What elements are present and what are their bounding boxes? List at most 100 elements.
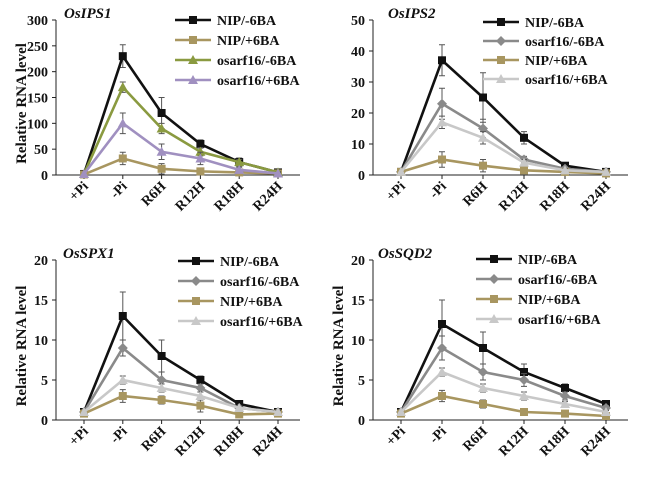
data-point <box>79 407 89 416</box>
legend-label: osarf16/-6BA <box>518 273 598 288</box>
data-point <box>117 118 128 128</box>
data-point <box>156 146 167 156</box>
y-tick-label: 0 <box>358 414 365 429</box>
series-nip-6ba <box>397 151 610 178</box>
data-point <box>117 82 128 92</box>
data-point <box>519 391 529 400</box>
data-point <box>479 93 487 102</box>
x-tick-label: R6H <box>460 179 490 209</box>
x-tick-label: R24H <box>250 179 285 214</box>
y-tick-label: 300 <box>27 14 48 29</box>
data-point <box>273 168 283 178</box>
legend: NIP/-6BA osarf16/-6BA NIP/+6BA osarf16/+6BA <box>178 255 304 330</box>
x-tick-label: +Pi <box>384 424 409 449</box>
legend-label: NIP/-6BA <box>525 16 585 31</box>
data-point <box>118 52 127 61</box>
data-point <box>437 117 447 127</box>
data-point <box>196 401 205 410</box>
x-tick-label: R24H <box>250 424 285 459</box>
data-point <box>157 164 166 173</box>
panel-title: OsIPS2 <box>388 6 436 22</box>
data-point <box>520 133 528 142</box>
y-tick-label: 50 <box>34 143 48 158</box>
legend-swatch-marker <box>497 56 505 64</box>
legend-label: osarf16/+6BA <box>518 313 602 328</box>
y-tick-label: 15 <box>34 294 48 309</box>
y-tick-label: 50 <box>351 14 365 29</box>
series-osarf16-6ba <box>79 112 283 178</box>
legend-label: NIP/-6BA <box>217 14 277 29</box>
x-tick-label: R18H <box>212 424 247 459</box>
y-tick-label: 10 <box>34 334 48 349</box>
legend-swatch-marker <box>192 297 200 305</box>
legend-label: NIP/+6BA <box>220 295 283 310</box>
series-osarf16-6ba <box>396 367 611 416</box>
x-tick-label: -Pi <box>427 179 450 202</box>
panel-osips2: 0 10 20 30 40 50 +Pi -Pi R6H R12H R18H R24H OsIPS2 NI… <box>351 6 628 215</box>
series-line <box>399 58 607 174</box>
data-point <box>117 375 128 384</box>
panel-osips1: 0 50 100 150 200 250 300 +Pi -Pi R6H R12H R18H R24H R… <box>14 6 301 215</box>
legend-swatch-marker <box>191 276 201 286</box>
legend-label: NIP/+6BA <box>525 54 588 69</box>
x-tick-label: R12H <box>496 424 531 459</box>
y-tick-label: 250 <box>27 40 48 55</box>
panel-title: OsSPX1 <box>63 246 115 262</box>
legend-swatch-marker <box>489 274 499 284</box>
data-point <box>79 168 89 178</box>
x-tick-label: R18H <box>537 179 572 214</box>
legend-label: NIP/+6BA <box>217 34 280 49</box>
y-tick-label: 20 <box>351 107 365 122</box>
legend-label: NIP/-6BA <box>220 255 280 270</box>
y-tick-label: 20 <box>34 254 48 269</box>
x-tick-label: -Pi <box>108 424 131 447</box>
data-point <box>196 167 205 176</box>
series-line <box>83 157 279 176</box>
y-tick-label: 10 <box>351 138 365 153</box>
data-point <box>479 344 487 352</box>
legend-swatch-marker <box>189 16 197 24</box>
x-tick-label: R24H <box>578 179 613 214</box>
data-point <box>479 400 487 408</box>
legend-label: osarf16/-6BA <box>525 35 605 50</box>
series-nip-6ba <box>80 389 282 419</box>
series-nip-6ba <box>397 389 610 420</box>
data-point <box>438 56 446 65</box>
y-axis-title: Relative RNA level <box>14 286 30 407</box>
data-point <box>478 367 488 377</box>
legend-swatch-marker <box>188 75 198 84</box>
data-point <box>156 375 167 385</box>
data-point <box>437 98 447 109</box>
y-tick-label: 30 <box>351 76 365 91</box>
y-tick-label: 0 <box>41 414 48 429</box>
x-tick-label: R12H <box>173 179 208 214</box>
data-point <box>195 391 206 400</box>
data-point <box>117 343 128 353</box>
data-point <box>438 320 446 328</box>
data-point <box>273 407 283 416</box>
legend-label: osarf16/+6BA <box>220 315 304 330</box>
data-point <box>118 392 127 400</box>
y-tick-label: 150 <box>27 92 48 107</box>
series-osarf16-6ba <box>79 375 283 416</box>
data-point <box>601 166 611 176</box>
data-point <box>396 166 406 176</box>
data-point <box>195 383 206 393</box>
x-tick-label: R18H <box>212 179 247 214</box>
legend-label: NIP/+6BA <box>518 293 581 308</box>
data-point <box>520 368 528 376</box>
legend-label: osarf16/-6BA <box>220 275 300 290</box>
data-point <box>560 399 570 408</box>
x-tick-label: +Pi <box>67 424 92 449</box>
data-point <box>478 132 488 142</box>
legend-swatch-marker <box>191 316 201 325</box>
legend-swatch-marker <box>497 18 505 26</box>
data-point <box>234 164 245 174</box>
series-line <box>400 158 607 175</box>
y-tick-label: 0 <box>358 169 365 184</box>
y-tick-label: 10 <box>351 334 365 349</box>
data-point <box>196 140 205 148</box>
data-point <box>561 384 569 392</box>
legend-label: osarf16/-6BA <box>217 54 297 69</box>
